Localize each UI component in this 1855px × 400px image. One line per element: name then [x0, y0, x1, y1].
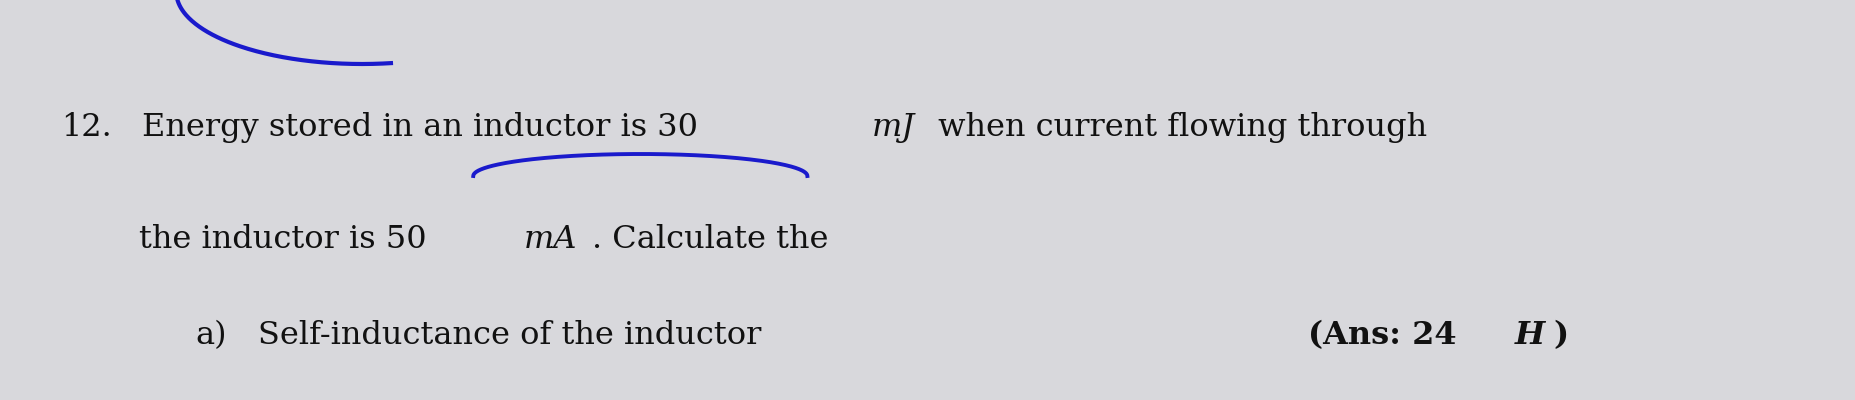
Text: the inductor is 50: the inductor is 50: [139, 224, 436, 255]
Text: a): a): [195, 320, 226, 351]
Text: . Calculate the: . Calculate the: [592, 224, 829, 255]
Text: 12.: 12.: [61, 112, 111, 143]
Text: when current flowing through: when current flowing through: [928, 112, 1426, 143]
Text: mA: mA: [523, 224, 577, 255]
Text: (Ans: 24: (Ans: 24: [1308, 320, 1467, 351]
Text: mJ: mJ: [872, 112, 915, 143]
Text: H: H: [1514, 320, 1543, 351]
Text: Self-inductance of the inductor: Self-inductance of the inductor: [258, 320, 761, 351]
Text: ): ): [1553, 320, 1567, 351]
Text: Energy stored in an inductor is 30: Energy stored in an inductor is 30: [141, 112, 707, 143]
